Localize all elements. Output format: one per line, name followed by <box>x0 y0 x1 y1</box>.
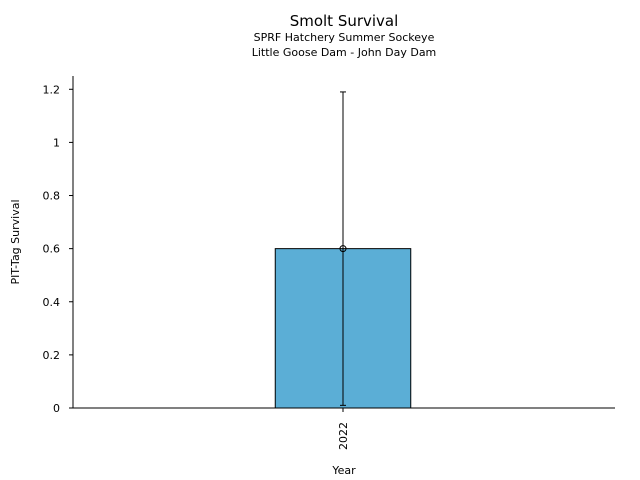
x-tick-label: 2022 <box>337 422 350 450</box>
y-tick-label: 0.2 <box>43 349 61 362</box>
y-tick-label: 0.4 <box>43 296 61 309</box>
point-marker <box>339 245 347 253</box>
y-axis-ticks: 0 0.2 0.4 0.6 0.8 1 1.2 <box>43 83 73 415</box>
x-axis-ticks: 2022 <box>337 408 350 450</box>
chart-title: Smolt Survival <box>289 12 399 30</box>
y-tick-label: 1.2 <box>43 83 61 96</box>
axes <box>72 76 615 409</box>
y-tick-label: 1 <box>53 136 60 149</box>
y-tick-label: 0.6 <box>43 243 61 256</box>
chart-subtitle-line-2: Little Goose Dam - John Day Dam <box>251 46 437 59</box>
x-axis-label: Year <box>331 464 356 477</box>
chart-subtitle-line-1: SPRF Hatchery Summer Sockeye <box>253 31 435 44</box>
y-axis-label: PIT-Tag Survival <box>9 199 22 284</box>
y-tick-label: 0.8 <box>43 190 61 203</box>
error-bars <box>339 91 347 406</box>
y-tick-label: 0 <box>53 402 60 415</box>
